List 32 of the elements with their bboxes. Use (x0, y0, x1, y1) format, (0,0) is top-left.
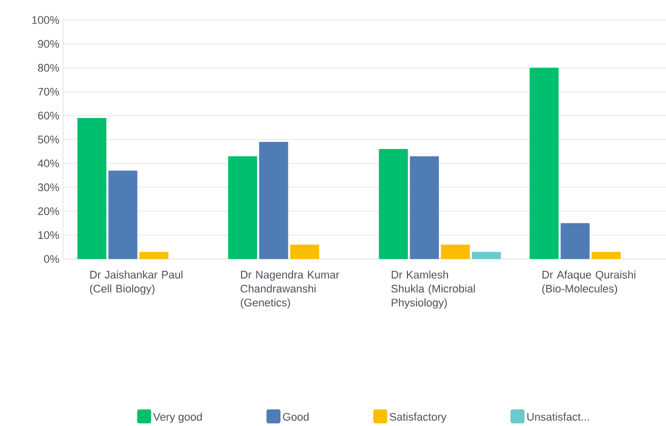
y-tick-label: 50% (38, 136, 60, 144)
y-tick-label: 0% (44, 255, 60, 263)
y-tick-label: 70% (38, 88, 60, 96)
bar (378, 149, 408, 259)
bar (259, 142, 288, 259)
y-tick-label: 20% (38, 207, 60, 216)
x-tick-label: Dr Nagendra Kumar Chandrawanshi (Genetics) (240, 270, 340, 309)
y-tick-label: 80% (38, 64, 60, 72)
bar (472, 252, 501, 259)
y-tick-label: 30% (38, 183, 60, 192)
bar (139, 252, 168, 259)
legend-label: Very good (153, 412, 202, 423)
y-tick-label: 90% (38, 40, 60, 48)
x-tick-label: Dr Kamlesh Shukla (Microbial Physiology) (391, 270, 475, 309)
y-tick-label: 10% (38, 231, 60, 239)
bar (560, 223, 590, 259)
bar (108, 170, 138, 259)
bar (77, 118, 106, 259)
y-tick-label: 60% (38, 112, 60, 120)
bar (290, 244, 320, 259)
legend-label: Good (283, 412, 309, 421)
bar (440, 244, 470, 259)
bar (592, 252, 621, 259)
bar (228, 156, 258, 259)
x-tick-label: Dr Afaque Quraishi (Bio-Molecules) (542, 270, 636, 295)
bar (530, 68, 559, 259)
x-tick-label: Dr Jaishankar Paul (Cell Biology) (90, 270, 182, 295)
y-tick-label: 40% (38, 160, 60, 168)
legend-label: Satisfactory (390, 412, 446, 423)
y-tick-label: 100% (32, 16, 60, 24)
legend-label: Unsatisfact... (527, 412, 589, 421)
bar (410, 156, 439, 259)
